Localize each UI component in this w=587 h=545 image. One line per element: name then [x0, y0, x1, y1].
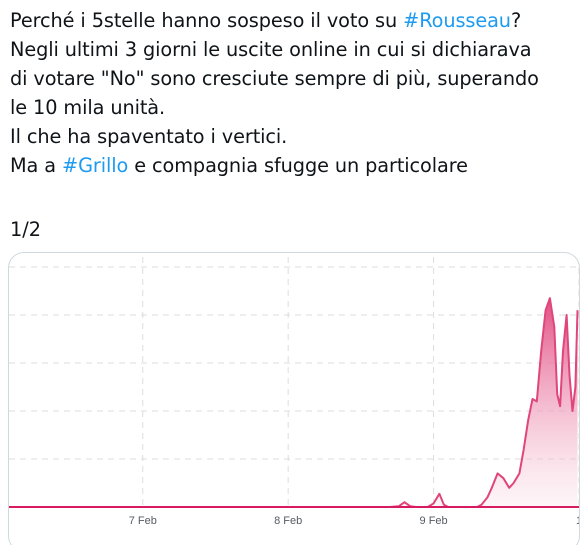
area-chart: 7 Feb 8 Feb 9 Feb 1: [9, 257, 580, 527]
series-area-fill: [9, 298, 578, 507]
hashtag-rousseau-link[interactable]: #Rousseau: [403, 9, 511, 32]
chart-gridlines: [9, 257, 579, 507]
hashtag-grillo-link[interactable]: #Grillo: [62, 154, 129, 177]
tweet-line-1-end: ?: [510, 9, 522, 32]
x-tick-label: 1: [576, 515, 580, 527]
chart-area-series: [9, 297, 579, 508]
tweet-line-4: le 10 mila unità.: [10, 96, 166, 119]
tweet-line-3: di votare "No" sono cresciute sempre di …: [10, 67, 539, 90]
tweet-line-5: Il che ha spaventato i vertici.: [10, 125, 288, 148]
x-tick-label: 9 Feb: [420, 515, 448, 527]
x-tick-label: 7 Feb: [129, 515, 157, 527]
chart-image-card[interactable]: 7 Feb 8 Feb 9 Feb 1: [8, 252, 580, 545]
tweet-line-2: Negli ultimi 3 giorni le uscite online i…: [10, 38, 532, 61]
chart-x-ticks: 7 Feb 8 Feb 9 Feb 1: [129, 515, 580, 527]
tweet-line-1: Perché i 5stelle hanno sospeso il voto s…: [10, 6, 580, 35]
tweet-line-1-text: Perché i 5stelle hanno sospeso il voto s…: [10, 9, 404, 32]
tweet-text: Perché i 5stelle hanno sospeso il voto s…: [10, 6, 580, 180]
x-tick-label: 8 Feb: [274, 515, 302, 527]
series-line: [9, 297, 579, 508]
thread-page-counter: 1/2: [10, 218, 42, 241]
tweet-line-6-end: e compagnia sfugge un particolare: [128, 154, 468, 177]
tweet-line-6-text: Ma a: [10, 154, 63, 177]
tweet-line-6: Ma a #Grillo e compagnia sfugge un parti…: [10, 151, 580, 180]
